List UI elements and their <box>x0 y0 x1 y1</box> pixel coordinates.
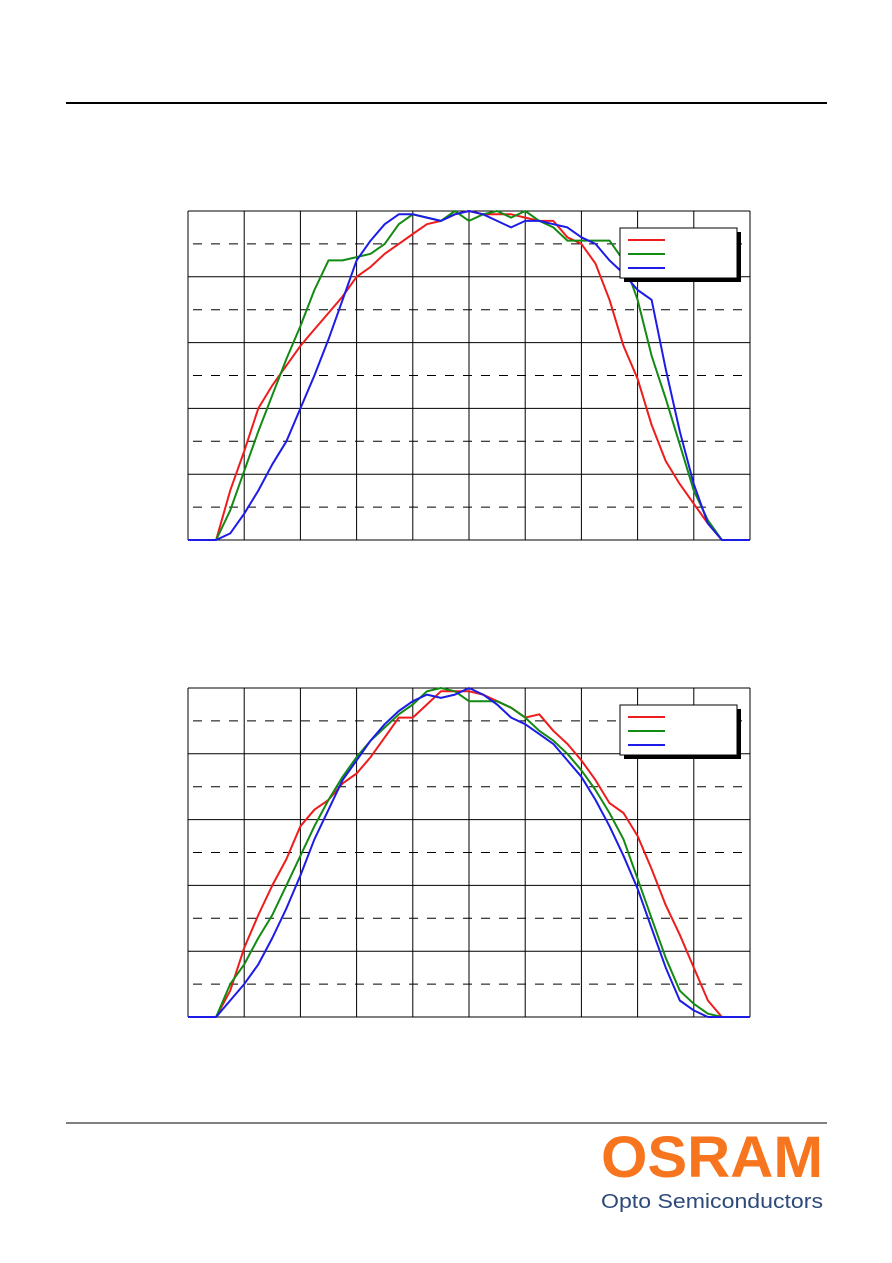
data-line <box>188 687 750 1018</box>
data-line <box>188 210 750 541</box>
chart <box>187 210 751 541</box>
logo-brand: OSRAM <box>601 1125 823 1190</box>
data-line <box>188 210 750 541</box>
data-line <box>188 687 750 1018</box>
data-line <box>188 690 750 1018</box>
logo-tagline: Opto Semiconductors <box>601 1191 823 1213</box>
